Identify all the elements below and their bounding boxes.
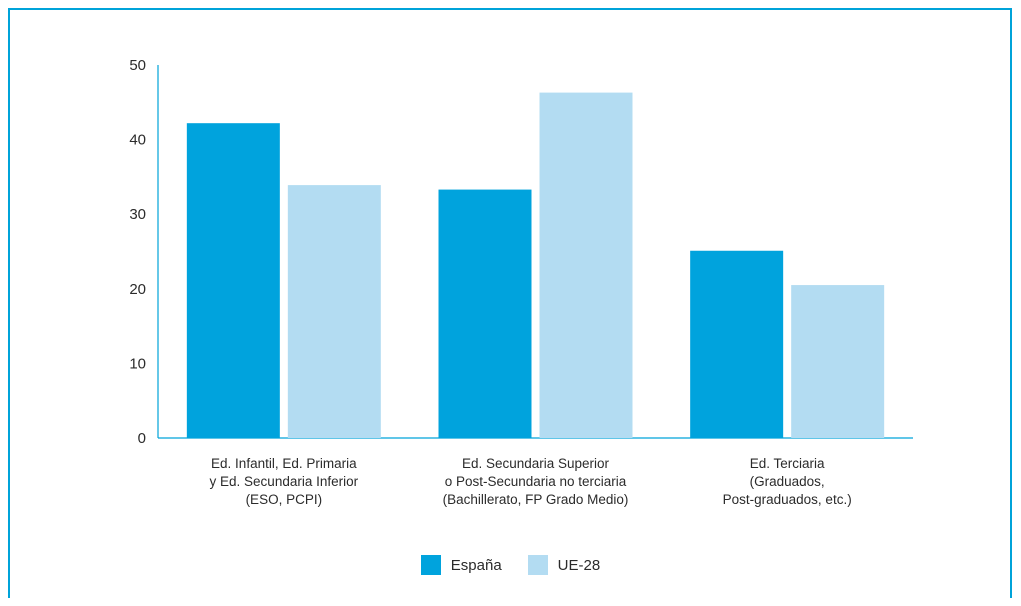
category-label: o Post-Secundaria no terciaria — [445, 474, 627, 489]
category-label: Ed. Infantil, Ed. Primaria — [211, 456, 357, 471]
legend-label-espana: España — [450, 556, 502, 574]
bar-espana-2 — [690, 250, 784, 438]
bars — [186, 92, 885, 439]
x-axis-category-labels: Ed. Infantil, Ed. Primaria y Ed. Secundar… — [210, 456, 852, 507]
y-tick-label: 40 — [129, 132, 146, 149]
y-tick-label: 50 — [129, 57, 146, 74]
y-axis-ticks: 0 10 20 30 40 50 — [129, 57, 146, 447]
y-tick-label: 0 — [138, 430, 146, 447]
legend: España UE-28 — [0, 555, 1021, 575]
legend-swatch-ue28 — [527, 555, 548, 575]
bar-espana-0 — [186, 123, 280, 439]
chart-frame — [8, 8, 1012, 598]
y-tick-label: 10 — [129, 355, 146, 372]
bar-ue28-2 — [791, 285, 885, 438]
bar-ue28-1 — [539, 92, 633, 439]
category-label: (Graduados, — [750, 474, 825, 489]
axes — [157, 65, 913, 439]
legend-swatch-espana — [420, 555, 441, 575]
bar-espana-1 — [438, 189, 532, 438]
category-label: (ESO, PCPI) — [246, 492, 323, 507]
legend-item-espana: España — [420, 555, 502, 575]
category-label: Ed. Secundaria Superior — [462, 456, 610, 471]
category-label: (Bachillerato, FP Grado Medio) — [443, 492, 629, 507]
legend-item-ue28: UE-28 — [527, 555, 601, 575]
bar-ue28-0 — [287, 185, 381, 438]
y-tick-label: 20 — [129, 281, 146, 298]
legend-label-ue28: UE-28 — [557, 556, 601, 574]
y-tick-label: 30 — [129, 206, 146, 223]
category-label: Ed. Terciaria — [750, 456, 825, 471]
category-label: Post-graduados, etc.) — [723, 492, 852, 507]
category-label: y Ed. Secundaria Inferior — [210, 474, 359, 489]
